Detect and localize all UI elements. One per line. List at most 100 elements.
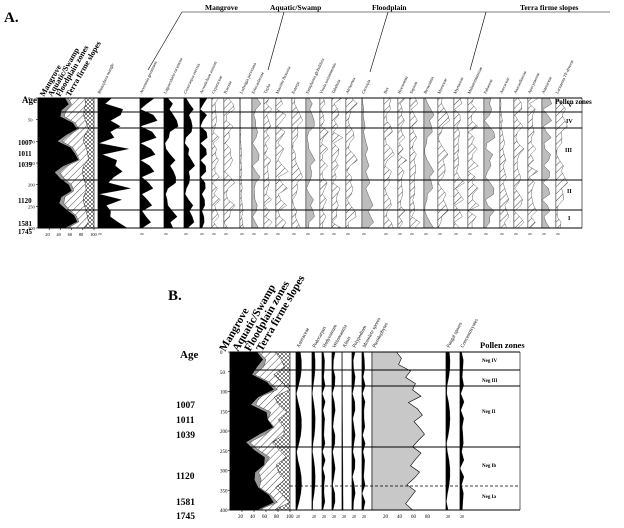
- zone-a-ii: II: [567, 189, 572, 195]
- taxon-tick-label: 20: [424, 232, 428, 236]
- depth-tick-label: 300: [220, 470, 228, 475]
- panel-b-taxa-curves: Asteraceae20Podocarpus20Hedyosmum20Weinm…: [295, 317, 480, 520]
- taxon-label: Mauritia flexuosa: [274, 65, 291, 94]
- taxon-curve: [211, 97, 221, 229]
- zone-b-ib: Neg Ib: [482, 464, 497, 469]
- taxon-label: Arecaceae: [498, 76, 510, 94]
- taxon-curve: [453, 97, 465, 229]
- zone-a-v: V: [568, 103, 573, 109]
- taxon-tick-label: 20: [454, 232, 458, 236]
- taxon-curve: [423, 97, 435, 229]
- taxon-curve: [527, 97, 540, 229]
- taxon-curve: [239, 97, 244, 229]
- taxon-b-curve: [459, 351, 465, 511]
- taxon-b-curve: [361, 351, 366, 511]
- panel-a-label: A.: [4, 10, 19, 26]
- age-b-6: 1745: [176, 512, 195, 522]
- taxon-tick-label: 20: [484, 232, 488, 236]
- taxon-curve: [513, 97, 525, 229]
- taxon-tick-label: 20: [500, 232, 504, 236]
- taxon-tick-label: 20: [468, 232, 472, 236]
- panel-b-zone-lines: [230, 351, 521, 511]
- taxon-curve: [331, 97, 343, 229]
- taxon-curve: [291, 97, 303, 229]
- panel-b-zone-labels: Neg IV Neg III Neg II Neg Ib Neg Ia: [482, 359, 498, 500]
- pct-tick-label: 80: [274, 515, 280, 520]
- taxon-label: Apocynaceae: [526, 72, 540, 95]
- taxon-b-curve: [311, 351, 316, 511]
- taxon-tick-label: 20: [306, 232, 310, 236]
- depth-tick-label: 150: [28, 161, 36, 166]
- taxon-b-curve: [351, 351, 356, 511]
- taxon-tick-label: 20: [264, 232, 268, 236]
- age-a-5: 1581: [18, 220, 33, 228]
- pct-tick-label: 60: [262, 515, 268, 520]
- taxon-b-tick-label: 20: [342, 514, 346, 519]
- age-a-6: 1745: [18, 228, 33, 236]
- taxon-tick-label: 20: [410, 232, 414, 236]
- panel-b-summary-headers: Mangrove Aquatic/Swamp Floodplain zones …: [217, 273, 308, 354]
- taxon-b-label: Alnus: [342, 336, 352, 349]
- taxon-tick-label: 20: [362, 232, 366, 236]
- taxon-tick-label: 20: [98, 232, 102, 236]
- taxon-tick-label: 20: [240, 232, 244, 236]
- depth-tick-label: 100: [28, 139, 36, 144]
- taxon-tick-label: 20: [542, 232, 546, 236]
- age-b-5: 1581: [176, 498, 195, 508]
- spores-tick-label: 80: [425, 515, 431, 520]
- taxon-curve: [541, 97, 552, 229]
- panel-b-summary-plot: [229, 351, 291, 511]
- panel-a-ages: 1007 1011 1039 1120 1581 1745: [18, 139, 33, 236]
- pct-tick-label: 100: [286, 515, 294, 520]
- taxon-tick-label: 20: [292, 232, 296, 236]
- taxon-label: Melastomataceae: [466, 66, 483, 95]
- taxon-label: Cyperaceae: [210, 74, 223, 94]
- taxon-label: Fabaceae: [482, 78, 493, 94]
- depth-tick-label: 50: [28, 118, 33, 123]
- taxon-label: Tabebuia: [330, 78, 341, 94]
- taxon-curve: [361, 97, 374, 229]
- taxon-tick-label: 20: [438, 232, 442, 236]
- b-pollen-zones-text: Pollen zones: [480, 340, 525, 350]
- taxon-tick-label: 20: [140, 232, 144, 236]
- taxon-curve: [383, 97, 395, 229]
- zone-b-iii: Neg III: [482, 379, 497, 384]
- depth-tick-label: 250: [220, 450, 228, 455]
- taxon-b-tick-label: 20: [322, 514, 326, 519]
- panel-b-mangrove-area: [230, 352, 274, 510]
- depth-tick-label: 400: [220, 509, 228, 514]
- panel-a-mangrove-area: [38, 98, 79, 228]
- taxon-label: Myrtaceae: [452, 76, 464, 94]
- taxon-curve: [97, 97, 131, 229]
- depth-tick-label: 100: [220, 391, 228, 396]
- depth-tick-label: 200: [28, 183, 36, 188]
- depth-tick-label: 0: [28, 96, 31, 101]
- taxon-curve: [437, 97, 450, 229]
- taxon-label: Sapium: [408, 80, 418, 94]
- spores-tick-label: 60: [411, 515, 417, 520]
- pct-tick-label: 40: [56, 232, 61, 237]
- taxon-label: Anacardiaceae: [512, 70, 527, 95]
- taxon-b-label: Asteraceae: [296, 327, 311, 349]
- taxon-curve: [499, 97, 510, 229]
- taxon-curve: [483, 97, 496, 229]
- taxon-curve: [409, 97, 421, 229]
- depth-tick-label: 350: [220, 489, 228, 494]
- taxon-curve: [397, 97, 408, 229]
- panel-a-zone-lines: [38, 97, 583, 229]
- taxon-curve: [183, 97, 195, 229]
- taxon-b-tick-label: 20: [296, 514, 300, 519]
- taxon-b-curve: [445, 351, 451, 511]
- pct-tick-label: 20: [238, 515, 244, 520]
- taxon-label: Asteraceae: [540, 76, 552, 95]
- taxon-tick-label: 20: [200, 232, 204, 236]
- taxon-label: Ilex: [382, 86, 390, 95]
- taxon-b-tick-label: 20: [446, 514, 450, 519]
- taxon-tick-label: 20: [332, 232, 336, 236]
- pct-tick-label: 40: [250, 515, 256, 520]
- taxon-label: Moraceae: [436, 77, 448, 94]
- taxon-tick-label: 20: [514, 232, 518, 236]
- group-header-terra-firme: Terra firme slopes: [520, 3, 579, 12]
